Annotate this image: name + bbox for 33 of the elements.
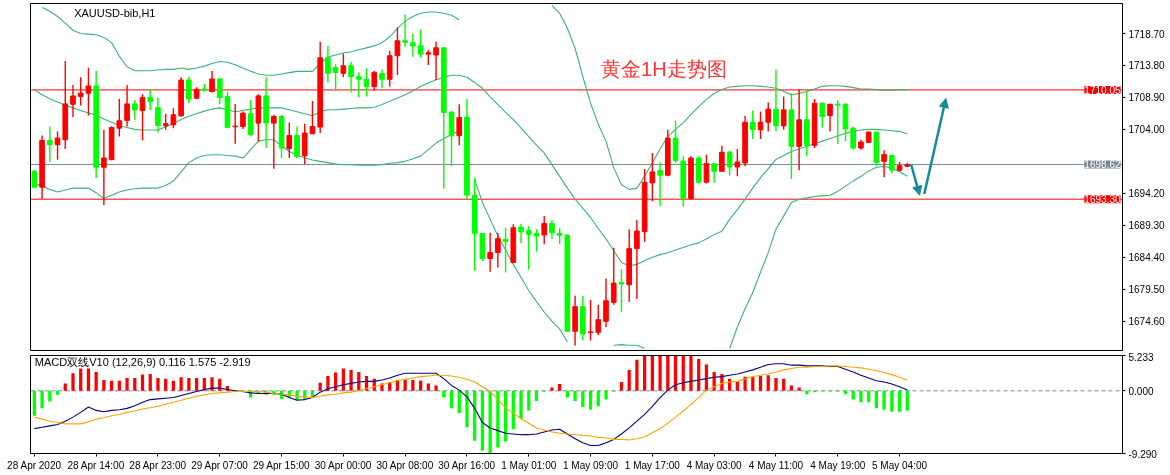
x-tick-label: 29 Apr 15:00 <box>252 459 311 471</box>
y-tick-label: 0.000 <box>1128 385 1154 397</box>
annotation: 黄金1H走势图 <box>601 58 727 81</box>
x-tick-label: 30 Apr 16:00 <box>438 459 496 471</box>
ref-line-label: 1710.05 <box>1084 84 1121 96</box>
y-tick-label: 1679.50 <box>1128 284 1166 296</box>
y-tick-label: 1704.00 <box>1128 124 1166 136</box>
chart-title: XAUUSD-bib,H1 <box>74 6 156 19</box>
ref-line-label: 1698.62 <box>1084 159 1121 171</box>
x-tick-label: 28 Apr 14:00 <box>67 459 125 471</box>
x-tick-label: 1 May 09:00 <box>563 459 619 471</box>
chart-title: MACD双线V10 (12,26,9) 0.116 1.575 -2.919 <box>34 356 251 369</box>
x-tick-label: 5 May 04:00 <box>872 459 928 471</box>
y-tick-label: 1674.60 <box>1128 316 1166 328</box>
x-tick-label: 28 Apr 23:00 <box>129 459 187 471</box>
x-tick-label: 30 Apr 00:00 <box>314 459 372 471</box>
x-tick-label: 4 May 03:00 <box>686 459 743 471</box>
y-tick-label: 5.233 <box>1128 351 1154 363</box>
ref-line-label: 1693.30 <box>1084 194 1121 206</box>
x-tick-label: 30 Apr 08:00 <box>376 459 434 471</box>
x-tick-label: 28 Apr 2020 <box>7 459 62 471</box>
y-tick-label: 1713.80 <box>1128 60 1166 72</box>
y-tick-label: 1689.30 <box>1128 220 1166 232</box>
y-tick-label: 1684.40 <box>1128 252 1166 264</box>
y-tick-label: 1708.90 <box>1128 92 1166 104</box>
x-tick-label: 1 May 17:00 <box>624 459 681 471</box>
x-tick-label: 4 May 19:00 <box>810 459 866 471</box>
x-tick-label: 29 Apr 07:00 <box>191 459 249 471</box>
x-tick-label: 4 May 11:00 <box>748 459 804 471</box>
y-tick-label: -9.290 <box>1128 448 1158 460</box>
y-tick-label: 1718.70 <box>1128 28 1166 40</box>
y-tick-label: 1694.20 <box>1128 188 1166 200</box>
x-tick-label: 1 May 01:00 <box>501 459 557 471</box>
